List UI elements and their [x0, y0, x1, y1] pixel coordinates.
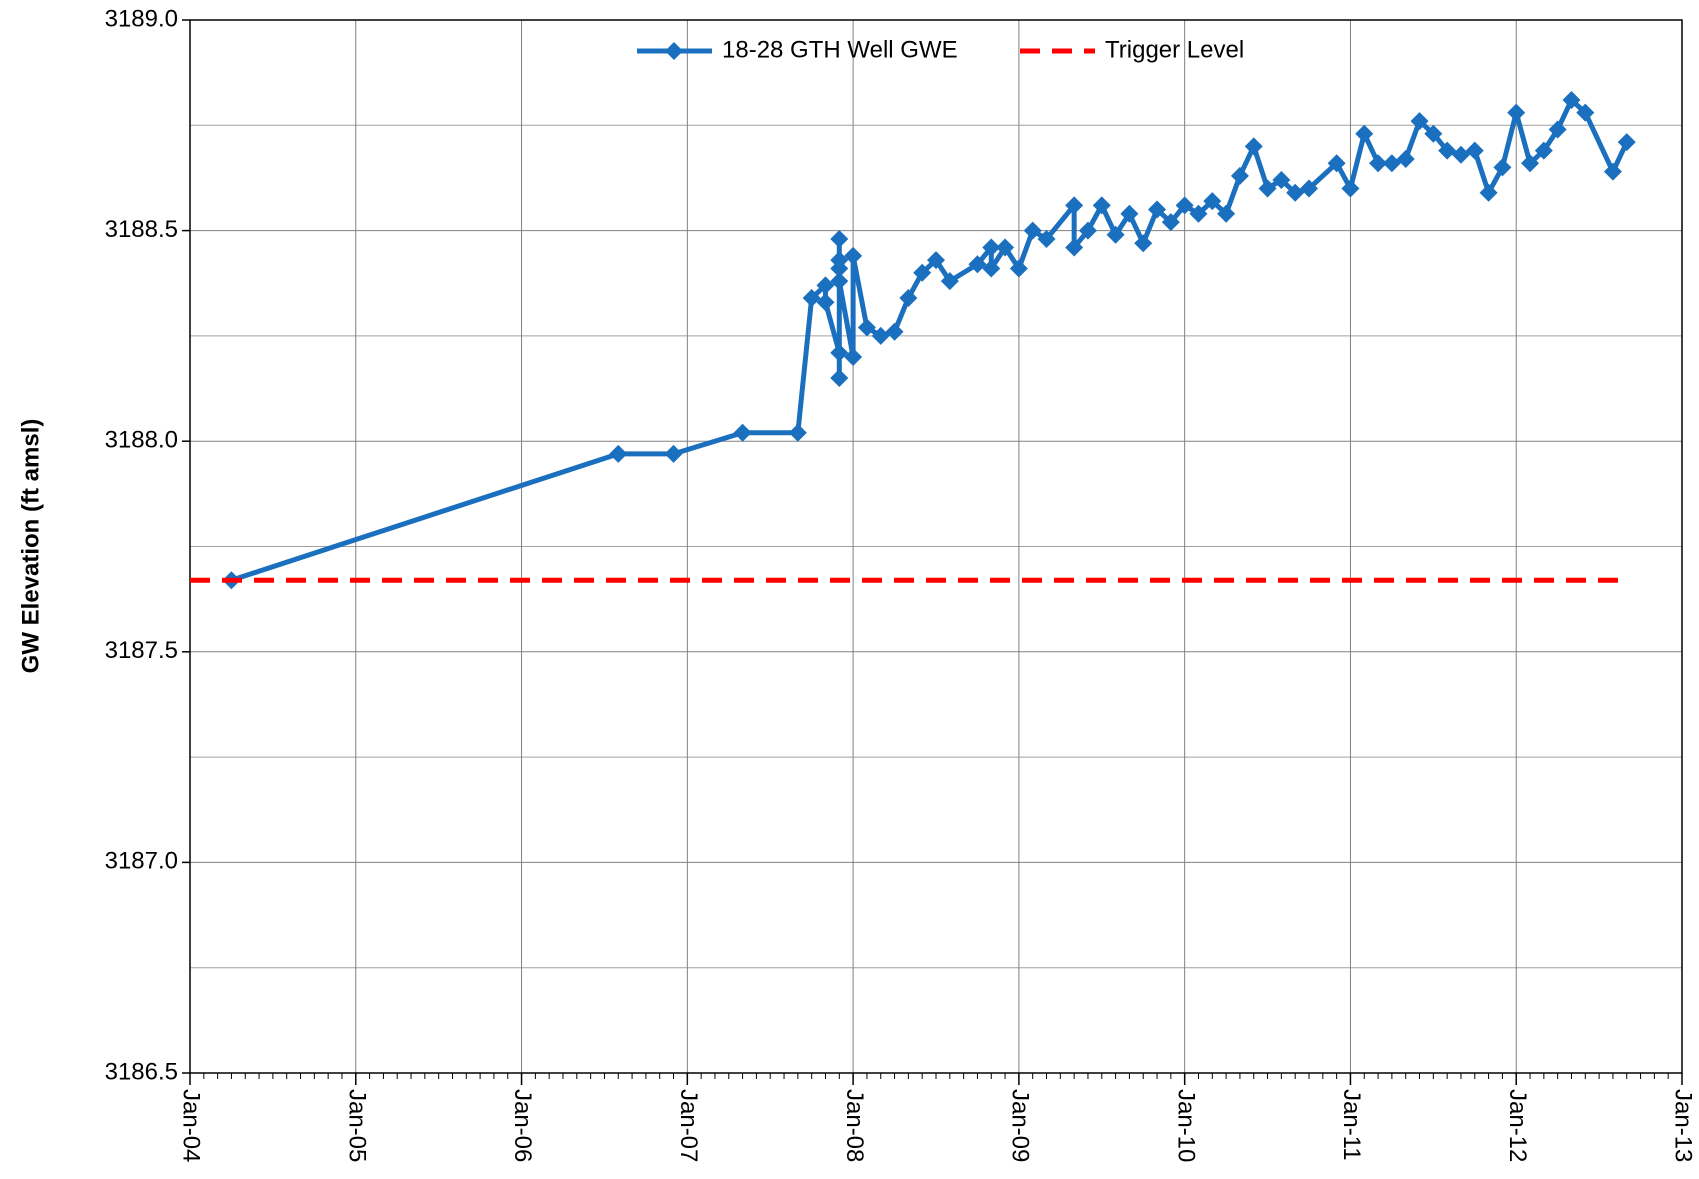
marker — [1341, 179, 1360, 198]
marker — [802, 288, 821, 307]
marker — [1134, 234, 1153, 253]
marker — [844, 347, 863, 366]
marker — [1396, 149, 1415, 168]
marker — [1369, 154, 1388, 173]
marker — [1078, 221, 1097, 240]
marker — [1534, 141, 1553, 160]
marker — [1065, 238, 1084, 257]
marker — [1009, 259, 1028, 278]
marker — [1479, 183, 1498, 202]
x-tick-label: Jan-04 — [178, 1089, 205, 1162]
x-tick-label: Jan-10 — [1172, 1089, 1199, 1162]
marker — [844, 246, 863, 265]
marker — [1562, 91, 1581, 110]
marker — [830, 230, 849, 249]
marker — [1300, 179, 1318, 198]
marker — [1465, 141, 1484, 160]
marker — [1037, 230, 1056, 249]
marker — [1272, 171, 1291, 190]
x-tick-label: Jan-11 — [1338, 1089, 1365, 1161]
marker — [830, 272, 849, 291]
marker — [1521, 154, 1540, 173]
plot-frame — [189, 19, 1683, 1074]
marker — [871, 326, 890, 345]
marker — [788, 423, 807, 442]
x-tick-label: Jan-12 — [1504, 1089, 1531, 1162]
marker — [1355, 124, 1374, 143]
marker — [927, 251, 945, 270]
marker — [1120, 204, 1139, 223]
marker — [1203, 192, 1222, 211]
marker — [940, 272, 959, 291]
marker — [899, 288, 918, 307]
marker — [1023, 221, 1042, 240]
marker — [1451, 145, 1470, 164]
marker — [885, 322, 904, 341]
marker — [830, 343, 849, 362]
marker — [1065, 196, 1084, 215]
marker — [609, 444, 628, 463]
marker — [982, 259, 1001, 278]
marker — [664, 444, 683, 463]
marker — [1175, 196, 1194, 215]
marker — [1548, 120, 1567, 139]
marker — [1410, 112, 1429, 131]
marker — [1230, 166, 1249, 185]
marker — [1217, 204, 1236, 223]
marker — [816, 293, 835, 312]
marker — [982, 238, 1001, 257]
marker — [857, 318, 876, 337]
x-tick-label: Jan-05 — [343, 1089, 370, 1162]
legend-marker — [665, 42, 683, 60]
marker — [1106, 225, 1125, 244]
marker — [1493, 158, 1512, 177]
marker — [733, 423, 752, 442]
x-tick-label: Jan-06 — [509, 1089, 536, 1162]
marker — [1189, 204, 1208, 223]
y-tick-label: 3188.5 — [105, 216, 178, 243]
x-tick-label: Jan-09 — [1007, 1089, 1034, 1162]
marker — [816, 276, 835, 295]
marker — [1424, 124, 1443, 143]
legend-label: 18-28 GTH Well GWE — [722, 36, 958, 63]
marker — [1382, 154, 1401, 173]
marker — [1161, 213, 1180, 232]
marker — [1327, 154, 1346, 173]
marker — [1148, 200, 1167, 219]
y-tick-label: 3187.0 — [105, 848, 178, 875]
y-tick-label: 3186.5 — [105, 1058, 178, 1085]
marker — [996, 238, 1015, 257]
marker — [1576, 103, 1595, 122]
x-tick-label: Jan-08 — [841, 1089, 868, 1162]
marker — [968, 255, 987, 274]
marker — [830, 259, 849, 278]
marker — [1244, 137, 1263, 156]
y-axis-title: GW Elevation (ft amsl) — [17, 419, 44, 674]
x-tick-label: Jan-07 — [675, 1089, 702, 1162]
marker — [1507, 103, 1526, 122]
marker — [1258, 179, 1277, 198]
marker — [913, 263, 932, 282]
y-tick-label: 3188.0 — [105, 427, 178, 454]
marker — [830, 369, 849, 388]
y-tick-label: 3187.5 — [105, 637, 178, 664]
legend-label: Trigger Level — [1105, 36, 1244, 63]
marker — [1286, 183, 1305, 202]
marker — [1603, 162, 1622, 181]
y-tick-label: 3189.0 — [105, 5, 178, 32]
marker — [1092, 196, 1111, 215]
marker — [1617, 133, 1636, 152]
series-line — [230, 97, 1630, 583]
x-tick-label: Jan-13 — [1670, 1089, 1697, 1162]
marker — [1438, 141, 1457, 160]
